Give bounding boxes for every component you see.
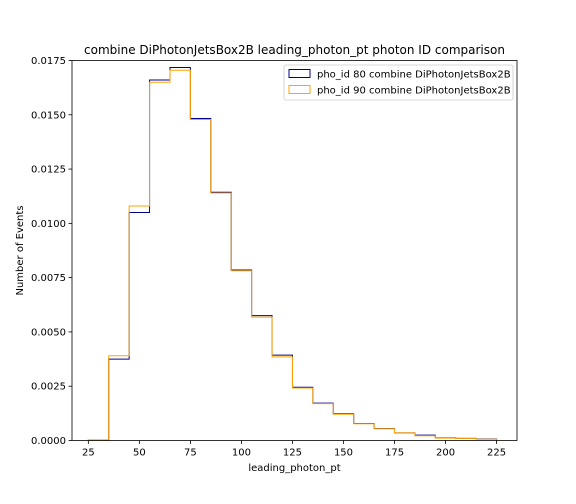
x-tick-label: 175 <box>385 448 404 459</box>
y-axis-label: Number of Events <box>15 205 26 295</box>
x-axis-label: leading_photon_pt <box>248 463 340 474</box>
legend-box <box>283 64 514 101</box>
chart-title: combine DiPhotonJetsBox2B leading_photon… <box>84 43 505 57</box>
y-tick-label: 0.0100 <box>31 219 66 230</box>
x-tick-label: 100 <box>232 448 251 459</box>
x-axis: 25 50 75 100 125 150 175 200 225 <box>82 440 506 459</box>
series-layer <box>87 66 498 441</box>
x-tick-label: 25 <box>82 448 95 459</box>
x-tick-label: 150 <box>334 448 353 459</box>
y-tick-label: 0.0175 <box>31 56 66 67</box>
y-tick-label: 0.0150 <box>31 110 66 121</box>
legend-entry-label: pho_id 80 combine DiPhotonJetsBox2B <box>317 70 511 81</box>
legend-swatch <box>288 85 311 94</box>
y-tick-label: 0.0125 <box>31 165 66 176</box>
series-line-1 <box>87 69 498 441</box>
plot-frame <box>71 60 518 441</box>
y-tick-label: 0.0000 <box>31 436 66 447</box>
y-tick-label: 0.0075 <box>31 273 66 284</box>
x-tick-label: 75 <box>184 448 197 459</box>
x-tick-label: 225 <box>487 448 506 459</box>
y-tick-label: 0.0025 <box>31 382 66 393</box>
x-tick-label: 200 <box>436 448 455 459</box>
y-tick-label: 0.0050 <box>31 327 66 338</box>
legend-swatch <box>288 69 311 78</box>
x-tick-label: 50 <box>133 448 146 459</box>
x-tick-label: 125 <box>283 448 302 459</box>
legend: pho_id 80 combine DiPhotonJetsBox2B pho_… <box>283 64 514 101</box>
legend-entry-label: pho_id 90 combine DiPhotonJetsBox2B <box>317 86 511 97</box>
y-axis: 0.0000 0.0025 0.0050 0.0075 0.0100 0.0125 0.01… <box>31 56 72 447</box>
